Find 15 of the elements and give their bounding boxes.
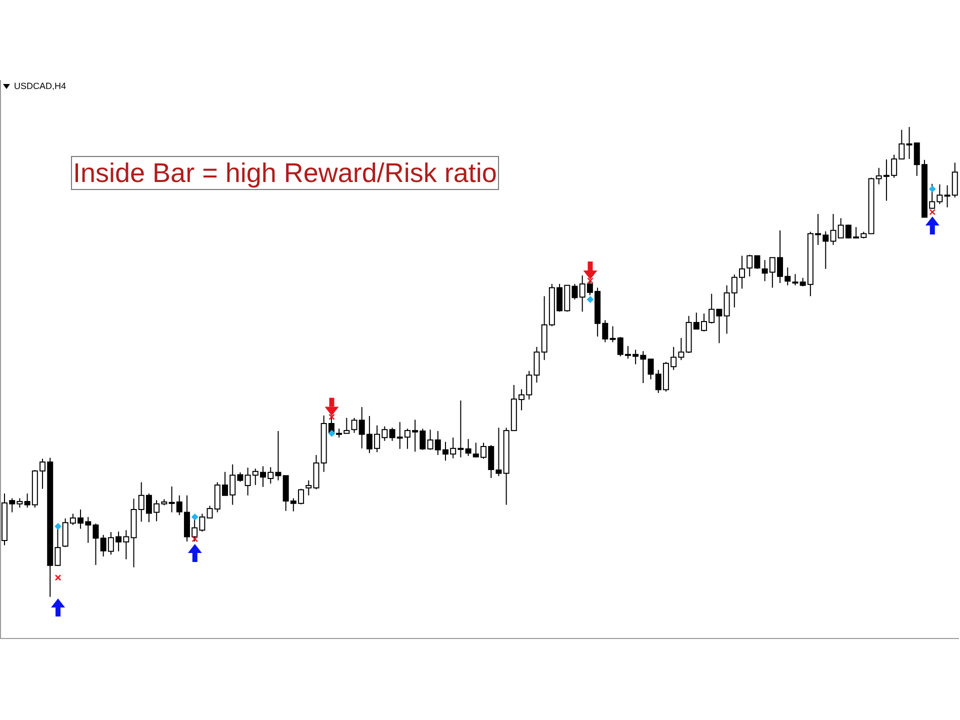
point [929,208,936,216]
point [328,430,336,437]
candlestick [792,274,798,286]
point [586,296,594,303]
point [54,522,62,530]
chart-subtitle: USDCAD,H4 [14,81,66,91]
point [328,414,335,420]
point [928,186,936,193]
candlestick [465,438,472,456]
candlestick [351,417,358,434]
text: Inside Bar = high Reward/Risk ratio [71,156,499,190]
point [54,574,62,581]
point [192,536,198,542]
point [587,278,594,284]
point [191,514,198,521]
